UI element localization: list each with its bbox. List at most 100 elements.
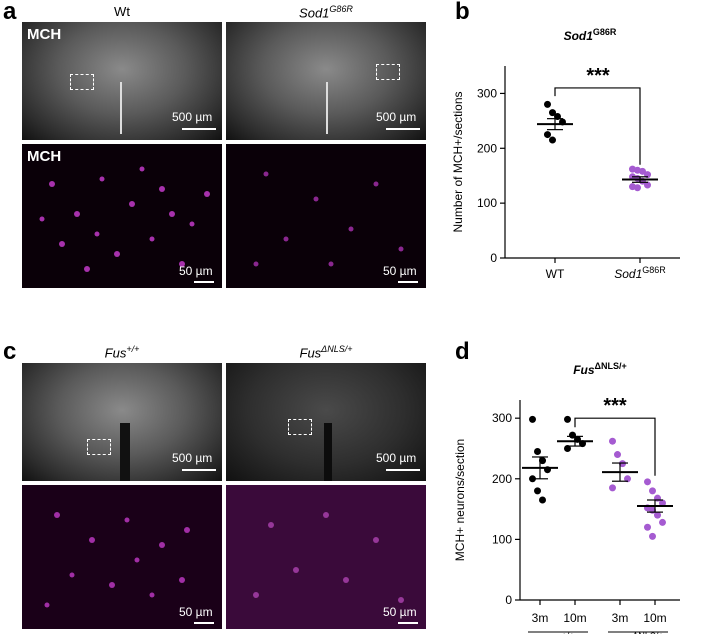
mch-cells (253, 512, 404, 603)
midline (326, 82, 328, 134)
x-category-label: 3m (612, 611, 629, 625)
scale-text: 50 µm (383, 264, 417, 278)
zoom-box (70, 74, 94, 90)
scale-text: 50 µm (383, 605, 417, 619)
data-point (534, 448, 541, 456)
x-category-label: 3m (532, 611, 549, 625)
panel-letter-b: b (455, 0, 470, 25)
micrograph-fus-mut-overview: 500 µm (226, 363, 426, 481)
ventricle (324, 423, 332, 481)
scale-bar (194, 622, 214, 624)
micrograph-fus-wt-overview: 500 µm (22, 363, 222, 481)
y-tick-label: 0 (490, 251, 497, 265)
mch-cells (39, 166, 210, 272)
significance-stars: *** (603, 395, 627, 417)
scale-bar (398, 281, 418, 283)
micrograph-wt-zoom: MCH 50 µm (22, 144, 222, 288)
y-tick-label: 300 (492, 411, 512, 425)
data-point (659, 499, 666, 507)
data-point (539, 496, 546, 504)
x-category-label: 10m (563, 611, 586, 625)
data-point (564, 444, 571, 452)
data-point (549, 109, 556, 117)
x-category-label: 10m (643, 611, 666, 625)
chart-fus: FusΔNLS/+ 0 100 200 300 MCH+ neurons/section 3… (453, 361, 680, 634)
scale-text: 500 µm (376, 451, 417, 465)
y-tick-label: 100 (477, 196, 497, 210)
scale-text: 50 µm (179, 605, 213, 619)
chart-title: Sod1G86R (564, 27, 617, 43)
column-title-wt: Wt (22, 4, 222, 19)
y-tick-label: 0 (505, 593, 512, 607)
data-point (534, 487, 541, 495)
column-title-sod1-prefix: Sod1 (299, 5, 330, 21)
column-title-wt-text: Wt (114, 4, 130, 19)
column-title-sod1: Sod1G86R (226, 4, 426, 20)
significance-bracket (574, 417, 656, 476)
panel-letter-d: d (455, 338, 470, 365)
data-point (549, 136, 556, 144)
x-category-label: WT (546, 267, 565, 281)
data-point (649, 532, 656, 540)
stain-label: MCH (27, 26, 62, 43)
y-axis-label: MCH+ neurons/section (453, 439, 467, 561)
scale-text: 500 µm (376, 110, 417, 124)
scale-text: 500 µm (172, 451, 213, 465)
micrograph-sod1-overview: 500 µm (226, 22, 426, 140)
micrograph-fus-mut-zoom: 50 µm (226, 485, 426, 629)
data-point (544, 100, 551, 108)
data-point (609, 437, 616, 445)
mch-cells (253, 171, 404, 267)
micrograph-wt-overview: MCH 500 µm (22, 22, 222, 140)
micrograph-sod1-zoom: 50 µm (226, 144, 426, 288)
chart-title: FusΔNLS/+ (573, 361, 627, 377)
column-title-fus-wt-sup: +/+ (126, 344, 140, 354)
significance-stars: *** (586, 65, 610, 87)
scale-bar (182, 469, 216, 471)
data-point (644, 523, 651, 531)
midline (120, 82, 122, 134)
scale-bar (398, 622, 418, 624)
scale-text: 50 µm (179, 264, 213, 278)
data-point (529, 415, 536, 423)
zoom-box (87, 439, 111, 455)
scale-bar (194, 281, 214, 283)
data-point (644, 181, 651, 189)
stain-label: MCH (27, 148, 62, 165)
scale-bar (386, 128, 420, 130)
significance-bracket (554, 87, 641, 165)
group-label: FusΔNLS/+ (612, 631, 663, 634)
column-title-fus-mut-sup: ΔNLS/+ (321, 344, 353, 354)
panel-letter-a: a (3, 0, 17, 25)
y-tick-label: 200 (477, 141, 497, 155)
y-axis-label: Number of MCH+/sections (451, 91, 465, 232)
y-tick-label: 200 (492, 472, 512, 486)
data-point (634, 184, 641, 192)
data-point (659, 518, 666, 526)
x-category-label: Sod1G86R (614, 265, 666, 281)
scale-bar (182, 128, 216, 130)
chart-sod1: Sod1G86R 0 100 200 300 Number of MCH+/section… (451, 27, 680, 281)
scale-text: 500 µm (172, 110, 213, 124)
data-point (649, 487, 656, 495)
y-tick-label: 100 (492, 532, 512, 546)
column-title-fus-wt-prefix: Fus (104, 345, 127, 361)
data-point (624, 475, 631, 483)
data-point (564, 415, 571, 423)
panel-letter-c: c (3, 338, 17, 365)
group-label: Fus+/+ (541, 631, 574, 634)
data-point (644, 478, 651, 486)
scale-bar (386, 469, 420, 471)
y-tick-label: 300 (477, 86, 497, 100)
data-point (639, 167, 646, 175)
column-title-fus-mut-prefix: Fus (299, 345, 322, 361)
zoom-box (376, 64, 400, 80)
zoom-box (288, 419, 312, 435)
mch-cells (44, 512, 190, 608)
column-title-fus-mut: FusΔNLS/+ (226, 344, 426, 360)
data-point (539, 457, 546, 465)
data-point (544, 131, 551, 139)
column-title-sod1-sup: G86R (329, 4, 353, 14)
data-point (609, 484, 616, 492)
ventricle (120, 423, 130, 481)
